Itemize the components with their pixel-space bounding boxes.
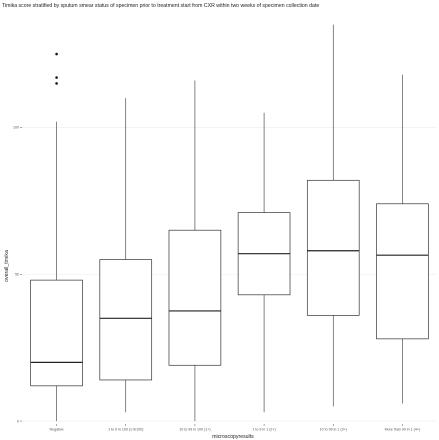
chart-title: Timika score stratified by sputum smear … bbox=[2, 3, 319, 9]
y-axis: 0 50 100 bbox=[13, 126, 22, 423]
x-tick-label-5: More than 99 in 1 (4+) bbox=[385, 428, 420, 432]
x-tick-label-0: Negative bbox=[49, 428, 63, 432]
x-tick-label-1: 1 to 9 in 100 (1-9/100) bbox=[108, 428, 143, 432]
x-axis-title: microscopyresults bbox=[212, 434, 254, 440]
boxes bbox=[30, 24, 429, 422]
x-tick-label-2: 10 to 99 in 100 (1+) bbox=[179, 428, 210, 432]
box-group-0 bbox=[30, 52, 83, 422]
box-group-2 bbox=[168, 80, 222, 422]
y-tick-label-100: 100 bbox=[13, 126, 19, 130]
grid bbox=[22, 127, 437, 422]
box-group-4 bbox=[306, 24, 360, 407]
outlier-point-0-2 bbox=[55, 52, 58, 56]
box-iqr-4 bbox=[306, 179, 360, 316]
box-iqr-1 bbox=[99, 259, 153, 381]
outlier-point-0-0 bbox=[55, 82, 58, 85]
box-group-3 bbox=[237, 112, 291, 413]
x-tick-label-4: 10 to 99 in 1 (3+) bbox=[320, 428, 347, 432]
outlier-point-0-1 bbox=[55, 76, 58, 79]
box-group-5 bbox=[376, 74, 429, 404]
box-iqr-2 bbox=[168, 229, 222, 366]
y-tick-label-0: 0 bbox=[17, 419, 19, 423]
box-iqr-0 bbox=[30, 279, 83, 387]
box-group-1 bbox=[99, 98, 153, 413]
x-axis: Negative 1 to 9 in 100 (1-9/100) 10 to 99 … bbox=[49, 424, 420, 432]
box-iqr-5 bbox=[376, 203, 429, 340]
y-tick-label-50: 50 bbox=[15, 272, 19, 276]
y-axis-title: overall_timika bbox=[4, 250, 10, 282]
x-tick-label-3: 1 to 9 in 1 (2+) bbox=[252, 428, 275, 432]
